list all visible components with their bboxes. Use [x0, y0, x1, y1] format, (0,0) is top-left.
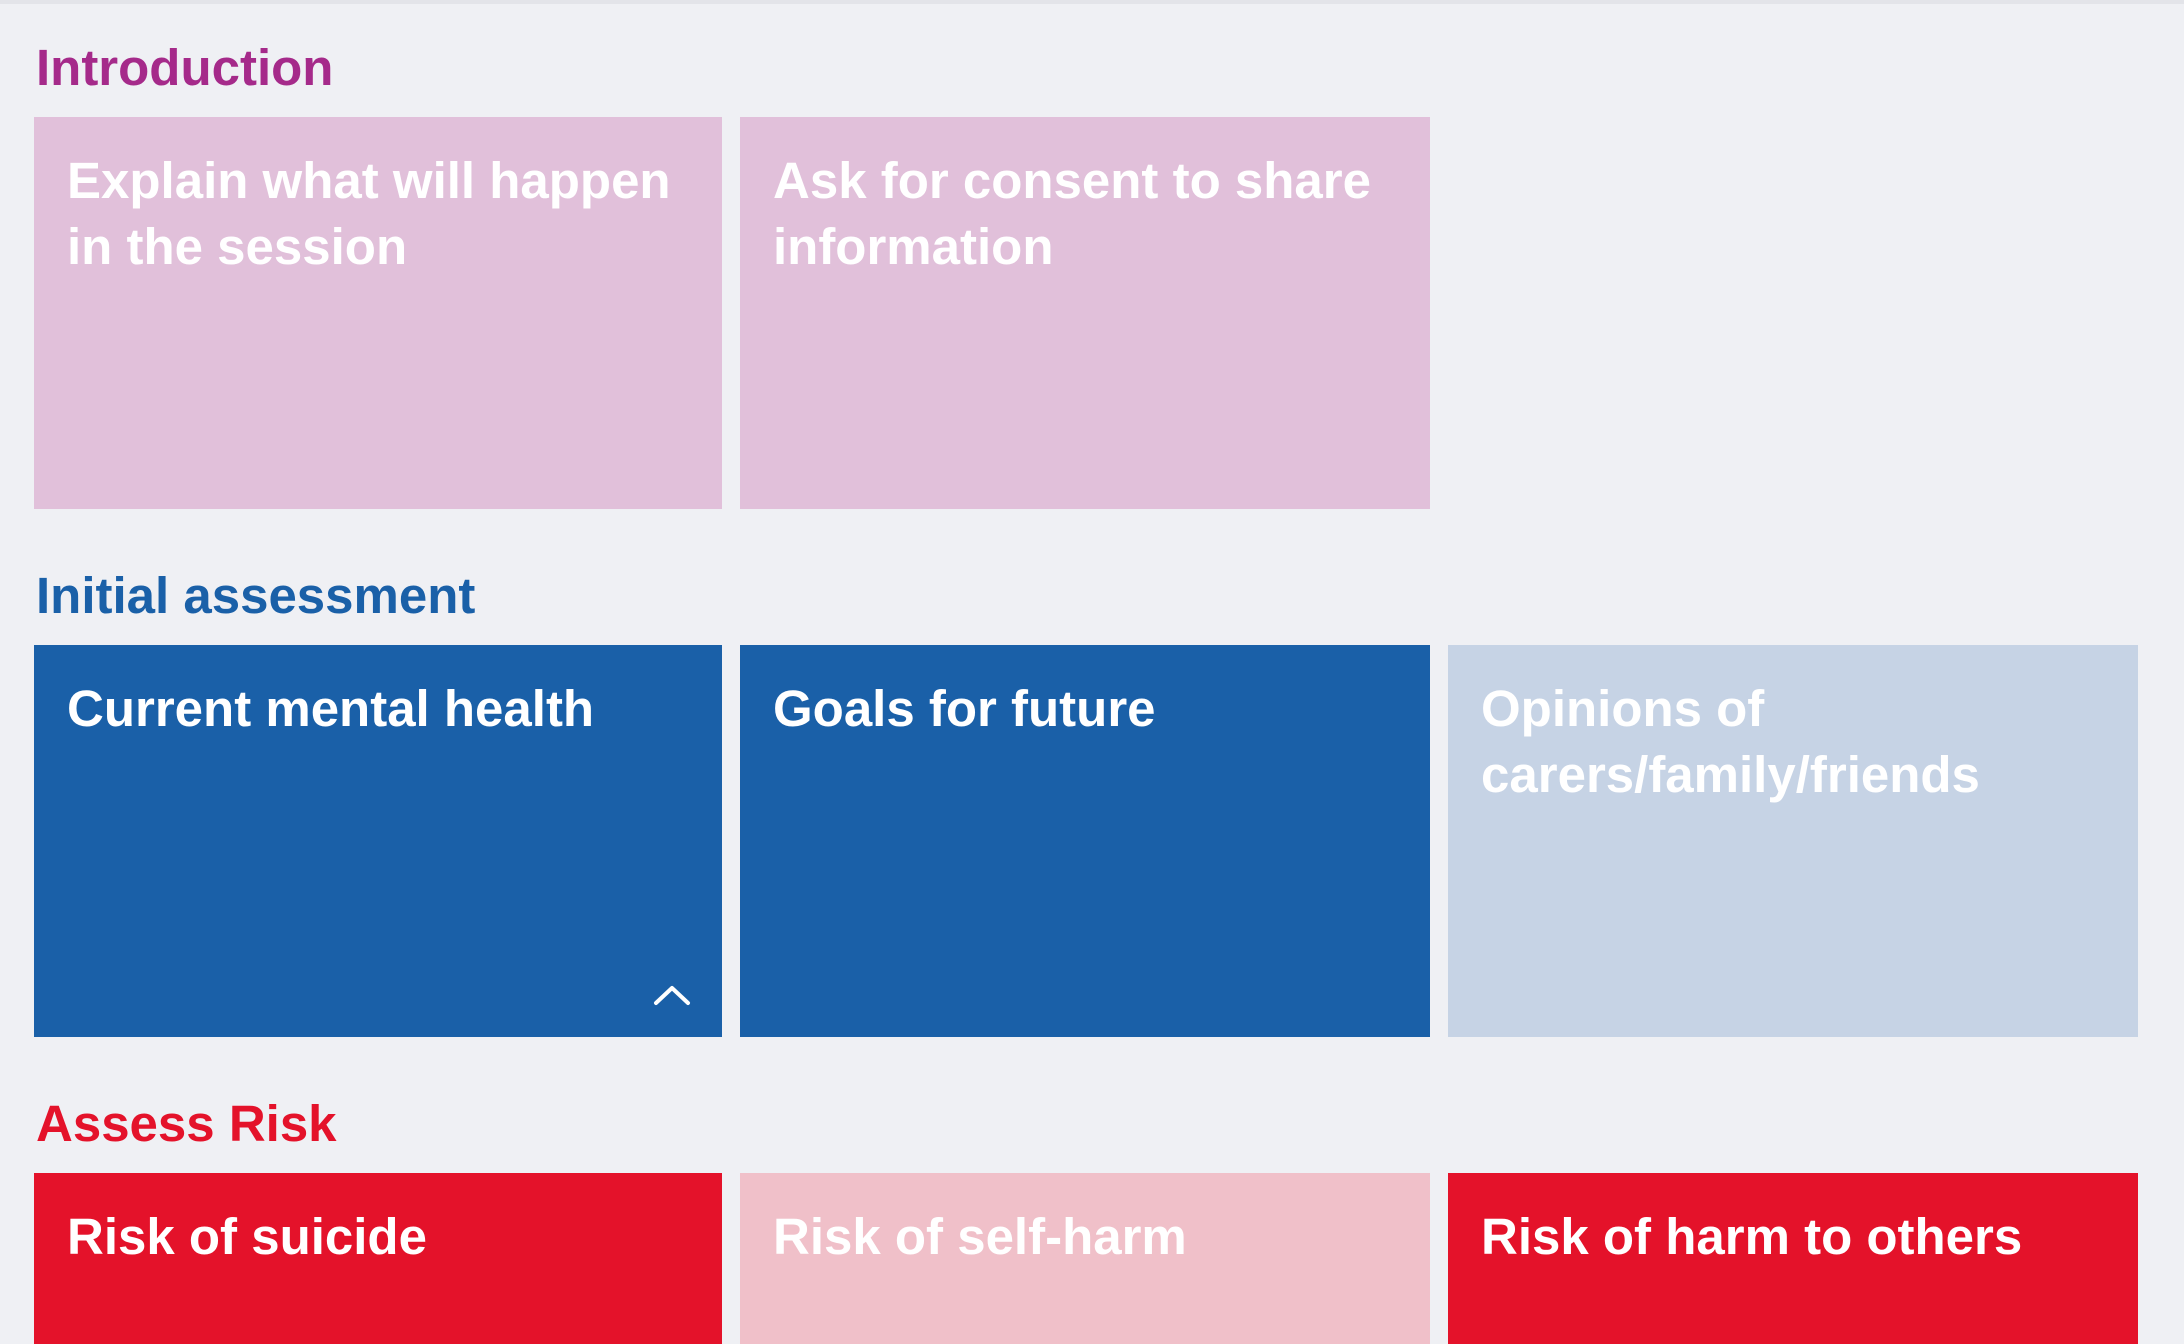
- tile-label: Current mental health: [67, 680, 595, 737]
- tile-opinions-carers[interactable]: Opinions of carers/family/friends: [1448, 645, 2138, 1037]
- tile-label: Risk of harm to others: [1481, 1208, 2023, 1265]
- tile-ask-consent[interactable]: Ask for consent to share information: [740, 117, 1430, 509]
- section-title-initial-assessment: Initial assessment: [36, 567, 476, 624]
- tile-risk-of-self-harm[interactable]: Risk of self-harm: [740, 1173, 1430, 1344]
- tile-label: Goals for future: [773, 680, 1156, 737]
- tile-label: Explain what will happen in the session: [67, 152, 671, 275]
- tile-explain-session[interactable]: Explain what will happen in the session: [34, 117, 722, 509]
- tile-current-mental-health[interactable]: Current mental health: [34, 645, 722, 1037]
- tile-label: Risk of self-harm: [773, 1208, 1187, 1265]
- tile-risk-of-suicide[interactable]: Risk of suicide: [34, 1173, 722, 1344]
- top-divider: [0, 0, 2184, 4]
- section-title-assess-risk: Assess Risk: [36, 1095, 337, 1152]
- tile-goals-for-future[interactable]: Goals for future: [740, 645, 1430, 1037]
- tile-label: Ask for consent to share information: [773, 152, 1371, 275]
- tile-label: Opinions of carers/family/friends: [1481, 680, 1980, 803]
- chevron-up-icon[interactable]: [652, 983, 692, 1007]
- tile-risk-of-harm-to-others[interactable]: Risk of harm to others: [1448, 1173, 2138, 1344]
- section-title-introduction: Introduction: [36, 39, 334, 96]
- tile-label: Risk of suicide: [67, 1208, 427, 1265]
